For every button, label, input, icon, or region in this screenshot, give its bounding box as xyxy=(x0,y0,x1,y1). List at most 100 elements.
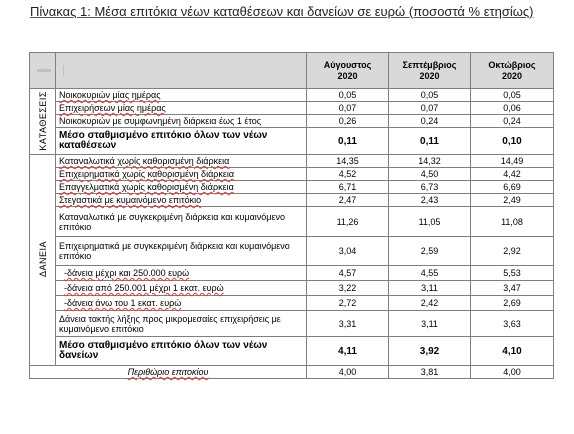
value-cell: 0,05 xyxy=(470,88,554,102)
table-row: Καταναλωτικά με συγκεκριμένη διάρκεια κα… xyxy=(30,206,554,237)
row-label: -δάνεια άνω του 1 εκατ. ευρώ xyxy=(55,295,307,311)
margin-label: Περιθώριο επιτοκίου xyxy=(29,365,307,379)
value-cell: 0,05 xyxy=(388,88,471,102)
table-row: ΔΑΝΕΙΑ Καταναλωτικά χωρίς καθορισμένη διά… xyxy=(29,154,554,366)
header-row: Αύγουστος 2020 Σεπτέμβριος 2020 Οκτώβριος 2… xyxy=(29,52,554,89)
header-month: Αύγουστος xyxy=(323,59,372,70)
header-label-cell xyxy=(55,52,307,89)
margin-label-text: Περιθώριο επιτοκίου xyxy=(127,367,209,377)
value-cell: 11,08 xyxy=(470,206,554,237)
row-label: Νοικοκυριών με συμφωνημένη διάρκεια έως … xyxy=(55,114,307,128)
value-cell: 3,11 xyxy=(388,310,471,337)
value-cell: 4,11 xyxy=(306,336,389,366)
row-label-text: Στεγαστικά με κυμαινόμενο επιτόκιο xyxy=(59,195,202,205)
tick-mark xyxy=(63,65,64,77)
row-label-text: -δάνεια μέχρι και 250.000 ευρώ xyxy=(64,268,190,278)
value-cell: 3,47 xyxy=(470,280,554,296)
row-label: Επιχειρηματικά με συγκεκριμένη διάρκεια … xyxy=(55,236,307,266)
value-cell: 0,26 xyxy=(306,114,389,128)
value-cell: 3,11 xyxy=(388,280,471,296)
value-cell: 6,71 xyxy=(306,180,389,194)
value-cell: 0,10 xyxy=(470,127,554,155)
value-cell: 4,52 xyxy=(306,167,389,181)
row-label-text: Μέσο σταθμισμένο επιτόκιο όλων των νέων … xyxy=(59,340,268,361)
row-label-text: Νοικοκυριών με συμφωνημένη διάρκεια έως … xyxy=(59,116,262,126)
value-cell: 4,00 xyxy=(306,365,389,379)
dash-mark xyxy=(36,69,51,73)
row-label-text: Επιχειρηματικά με συγκεκριμένη διάρκεια … xyxy=(59,241,290,261)
row-label: -δάνεια από 250.001 μέχρι 1 εκατ. ευρώ xyxy=(55,280,307,296)
header-month: Σεπτέμβριος xyxy=(402,59,457,70)
value-cell: 4,57 xyxy=(306,265,389,281)
header-col-1: Σεπτέμβριος 2020 xyxy=(388,52,471,89)
row-label: Επιχειρήσεων μίας ημέρας xyxy=(55,101,307,115)
row-label: Καταναλωτικά χωρίς καθορισμένη διάρκεια xyxy=(55,154,307,168)
table-caption: Πίνακας 1: Μέσα επιτόκια νέων καταθέσεων… xyxy=(30,4,534,19)
value-cell: 4,42 xyxy=(470,167,554,181)
value-cell: 0,11 xyxy=(388,127,471,155)
row-label-text: -δάνεια από 250.001 μέχρι 1 εκατ. ευρώ xyxy=(64,283,224,293)
row-label: -δάνεια μέχρι και 250.000 ευρώ xyxy=(55,265,307,281)
table-row: Μέσο σταθμισμένο επιτόκιο όλων των νέων … xyxy=(30,127,554,155)
value-cell: 14,32 xyxy=(388,154,471,168)
table-row: ΚΑΤΑΘΕΣΕΙΣ Νοικοκυριών μίας ημέρας 0,05 0,0… xyxy=(29,88,554,155)
row-label: Επαγγελματικά χωρίς καθορισμένη διάρκεια xyxy=(55,180,307,194)
value-cell: 6,73 xyxy=(388,180,471,194)
value-cell: 0,24 xyxy=(388,114,471,128)
row-label-text: Καταναλωτικά χωρίς καθορισμένη διάρκεια xyxy=(59,156,230,166)
value-cell: 2,59 xyxy=(388,236,471,266)
value-cell: 0,07 xyxy=(306,101,389,115)
value-cell: 2,43 xyxy=(388,193,471,207)
row-label-text: Επιχειρηματικά χωρίς καθορισμένη διάρκει… xyxy=(59,169,235,179)
value-cell: 2,42 xyxy=(388,295,471,311)
row-label: Καταναλωτικά με συγκεκριμένη διάρκεια κα… xyxy=(55,206,307,237)
table-row: Επιχειρηματικά με συγκεκριμένη διάρκεια … xyxy=(30,236,554,266)
table-row: Δάνεια τακτής λήξης προς μικρομεσαίες επ… xyxy=(30,310,554,337)
value-cell: 11,05 xyxy=(388,206,471,237)
value-cell: 3,81 xyxy=(388,365,471,379)
header-year: 2020 xyxy=(337,70,358,81)
deposits-section-label: ΚΑΤΑΘΕΣΕΙΣ xyxy=(29,88,56,155)
value-cell: 3,22 xyxy=(306,280,389,296)
value-cell: 0,05 xyxy=(306,88,389,102)
row-label: Δάνεια τακτής λήξης προς μικρομεσαίες επ… xyxy=(55,310,307,337)
header-month: Οκτώβριος xyxy=(488,59,536,70)
value-cell: 6,69 xyxy=(470,180,554,194)
header-col-2: Οκτώβριος 2020 xyxy=(470,52,554,89)
value-cell: 3,63 xyxy=(470,310,554,337)
row-label-text: Νοικοκυριών μίας ημέρας xyxy=(59,90,161,100)
value-cell: 4,50 xyxy=(388,167,471,181)
value-cell: 4,00 xyxy=(470,365,554,379)
table-row: Νοικοκυριών με συμφωνημένη διάρκεια έως … xyxy=(30,114,554,128)
value-cell: 4,55 xyxy=(388,265,471,281)
value-cell: 2,72 xyxy=(306,295,389,311)
table-row: Επιχειρήσεων μίας ημέρας 0,07 0,07 0,06 xyxy=(30,101,554,115)
value-cell: 0,06 xyxy=(470,101,554,115)
header-corner xyxy=(29,52,56,89)
value-cell: 0,11 xyxy=(306,127,389,155)
section-text: ΔΑΝΕΙΑ xyxy=(37,240,48,278)
value-cell: 11,26 xyxy=(306,206,389,237)
table-row: -δάνεια μέχρι και 250.000 ευρώ 4,57 4,55 5,… xyxy=(30,265,554,281)
header-year: 2020 xyxy=(419,70,440,81)
row-label-text: Επιχειρήσεων μίας ημέρας xyxy=(59,103,166,113)
row-label-text: Δάνεια τακτής λήξης προς μικρομεσαίες επ… xyxy=(59,313,281,334)
row-label-text: Καταναλωτικά με συγκεκριμένη διάρκεια κα… xyxy=(59,211,286,232)
value-cell: 2,47 xyxy=(306,193,389,207)
value-cell: 3,92 xyxy=(388,336,471,366)
value-cell: 0,24 xyxy=(470,114,554,128)
table-row: Επιχειρηματικά χωρίς καθορισμένη διάρκει… xyxy=(30,167,554,181)
table-row: Στεγαστικά με κυμαινόμενο επιτόκιο 2,47 2,… xyxy=(30,193,554,207)
value-cell: 5,53 xyxy=(470,265,554,281)
value-cell: 3,04 xyxy=(306,236,389,266)
value-cell: 0,07 xyxy=(388,101,471,115)
value-cell: 3,31 xyxy=(306,310,389,337)
value-cell: 14,35 xyxy=(306,154,389,168)
table-row: -δάνεια από 250.001 μέχρι 1 εκατ. ευρώ 3,… xyxy=(30,280,554,296)
value-cell: 2,92 xyxy=(470,236,554,266)
row-label-text: Επαγγελματικά χωρίς καθορισμένη διάρκεια xyxy=(59,182,234,192)
row-label: Επιχειρηματικά χωρίς καθορισμένη διάρκει… xyxy=(55,167,307,181)
loans-section-label: ΔΑΝΕΙΑ xyxy=(29,154,56,366)
row-label: Στεγαστικά με κυμαινόμενο επιτόκιο xyxy=(55,193,307,207)
section-text: ΚΑΤΑΘΕΣΕΙΣ xyxy=(37,90,48,151)
